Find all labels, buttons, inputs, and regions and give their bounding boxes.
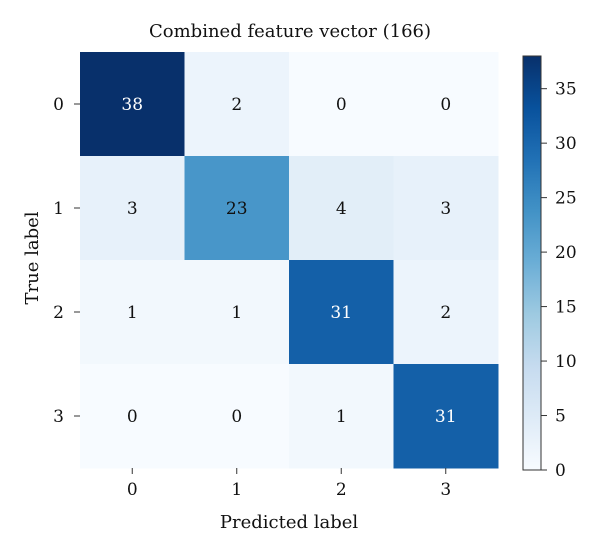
cell-value-label: 3 bbox=[127, 199, 138, 219]
heatmap-cell bbox=[393, 156, 499, 261]
cell-value-label: 2 bbox=[440, 303, 451, 323]
cell-value-label: 0 bbox=[440, 95, 451, 115]
heatmap-cell bbox=[289, 156, 394, 261]
cell-value-label: 3 bbox=[440, 199, 451, 219]
heatmap-cell bbox=[80, 260, 185, 365]
y-tick-label: 1 bbox=[53, 199, 64, 219]
cell-value-label: 38 bbox=[121, 95, 143, 115]
x-axis-label: Predicted label bbox=[220, 512, 359, 533]
heatmap-cells bbox=[80, 52, 499, 469]
cell-value-label: 0 bbox=[231, 407, 242, 427]
x-tick-label: 0 bbox=[127, 480, 138, 500]
heatmap-cell bbox=[80, 156, 185, 261]
heatmap-cell bbox=[393, 52, 499, 157]
colorbar-tick-label: 10 bbox=[555, 352, 577, 372]
y-axis-ticks: 0 1 2 3 bbox=[53, 95, 80, 427]
heatmap-cell bbox=[80, 52, 185, 157]
cell-value-label: 1 bbox=[127, 303, 138, 323]
heatmap-cell bbox=[184, 364, 290, 469]
colorbar-tick-label: 20 bbox=[555, 243, 577, 263]
heatmap-cell bbox=[184, 156, 290, 261]
heatmap-cell bbox=[80, 364, 185, 469]
x-axis-ticks: 0 1 2 3 bbox=[127, 468, 451, 500]
x-tick-label: 2 bbox=[336, 480, 347, 500]
cell-value-label: 23 bbox=[226, 199, 248, 219]
colorbar-tick-label: 0 bbox=[555, 461, 566, 481]
heatmap-cell bbox=[289, 364, 394, 469]
cell-value-label: 1 bbox=[231, 303, 242, 323]
y-axis-label: True label bbox=[22, 211, 43, 304]
y-tick-label: 2 bbox=[53, 303, 64, 323]
y-tick-label: 3 bbox=[53, 407, 64, 427]
heatmap-cell-labels: 38 2 0 03 23 4 31 1 31 20 0 1 31 bbox=[121, 95, 456, 427]
cell-value-label: 0 bbox=[127, 407, 138, 427]
colorbar-tick-label: 25 bbox=[555, 189, 577, 209]
heatmap-cell bbox=[289, 260, 394, 365]
colorbar-tick-label: 35 bbox=[555, 80, 577, 100]
cell-value-label: 2 bbox=[231, 95, 242, 115]
colorbar-tick-label: 30 bbox=[555, 134, 577, 154]
cell-value-label: 4 bbox=[336, 199, 347, 219]
cell-value-label: 1 bbox=[336, 407, 347, 427]
y-tick-label: 0 bbox=[53, 95, 64, 115]
cell-value-label: 31 bbox=[330, 303, 352, 323]
colorbar-ticks: 0 5 10 15 20 25 30 35 bbox=[541, 80, 577, 481]
colorbar-tick-label: 5 bbox=[555, 407, 566, 427]
heatmap-cell bbox=[393, 260, 499, 365]
heatmap-cell bbox=[184, 52, 290, 157]
heatmap-cell bbox=[184, 260, 290, 365]
chart-title: Combined feature vector (166) bbox=[149, 21, 431, 42]
heatmap-cell bbox=[393, 364, 499, 469]
x-tick-label: 1 bbox=[231, 480, 242, 500]
colorbar-tick-label: 15 bbox=[555, 298, 577, 318]
cell-value-label: 0 bbox=[336, 95, 347, 115]
heatmap-cell bbox=[289, 52, 394, 157]
x-tick-label: 3 bbox=[440, 480, 451, 500]
cell-value-label: 31 bbox=[435, 407, 457, 427]
colorbar bbox=[522, 55, 542, 471]
